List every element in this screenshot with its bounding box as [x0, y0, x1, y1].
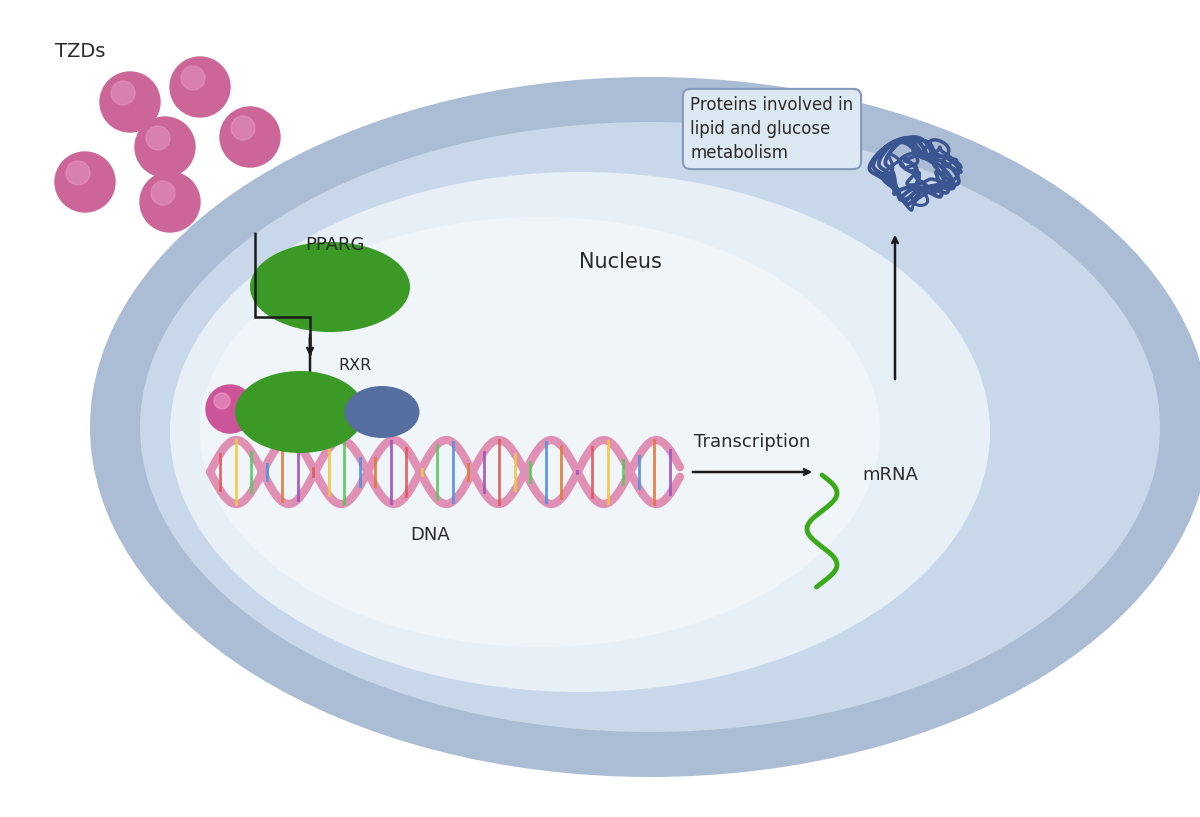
Text: Transcription: Transcription	[694, 433, 810, 451]
Text: RXR: RXR	[338, 358, 372, 373]
Circle shape	[140, 172, 200, 232]
Text: Proteins involved in
lipid and glucose
metabolism: Proteins involved in lipid and glucose m…	[690, 96, 853, 162]
Text: Nucleus: Nucleus	[578, 252, 661, 272]
Circle shape	[112, 81, 134, 105]
Circle shape	[134, 117, 194, 177]
Circle shape	[146, 126, 170, 150]
Circle shape	[170, 57, 230, 117]
Ellipse shape	[140, 122, 1160, 732]
Ellipse shape	[250, 242, 410, 332]
Text: PPARG: PPARG	[305, 236, 365, 254]
Circle shape	[214, 393, 230, 409]
Text: DNA: DNA	[410, 526, 450, 544]
Circle shape	[181, 66, 205, 90]
Circle shape	[220, 107, 280, 167]
Ellipse shape	[170, 172, 990, 692]
Ellipse shape	[200, 217, 880, 647]
Circle shape	[100, 72, 160, 132]
Ellipse shape	[235, 371, 365, 453]
Ellipse shape	[90, 77, 1200, 777]
Circle shape	[66, 161, 90, 185]
Circle shape	[230, 116, 256, 140]
Text: mRNA: mRNA	[862, 466, 918, 484]
Circle shape	[151, 181, 175, 205]
Circle shape	[55, 152, 115, 212]
Text: TZDs: TZDs	[55, 42, 106, 61]
Ellipse shape	[344, 386, 420, 438]
Circle shape	[206, 385, 254, 433]
